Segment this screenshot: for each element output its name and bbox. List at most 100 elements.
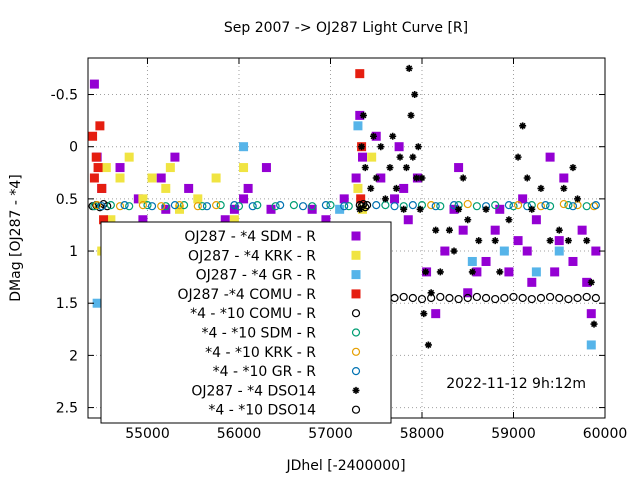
timestamp-annotation: 2022-11-12 9h:12m bbox=[446, 376, 586, 392]
data-point bbox=[229, 215, 239, 225]
data-point bbox=[545, 152, 555, 162]
data-point bbox=[184, 183, 194, 193]
data-point bbox=[550, 267, 560, 277]
data-point bbox=[536, 202, 546, 211]
data-point bbox=[531, 215, 541, 225]
data-point bbox=[505, 216, 513, 224]
y-axis-label: DMag [OJ287 - *4] bbox=[8, 174, 24, 301]
data-point bbox=[403, 215, 413, 225]
data-point bbox=[99, 215, 109, 225]
data-point bbox=[513, 236, 523, 246]
data-point bbox=[390, 293, 399, 303]
series-5 bbox=[90, 201, 591, 211]
data-point bbox=[416, 205, 424, 213]
data-point bbox=[496, 268, 504, 276]
data-point bbox=[381, 195, 389, 203]
data-point bbox=[564, 294, 573, 304]
data-point bbox=[93, 201, 102, 210]
data-point bbox=[367, 184, 375, 192]
data-point bbox=[559, 173, 569, 183]
data-point bbox=[587, 278, 595, 286]
data-point bbox=[522, 246, 532, 256]
data-point bbox=[161, 183, 171, 193]
data-point bbox=[472, 267, 482, 277]
data-point bbox=[124, 152, 134, 162]
data-point bbox=[89, 173, 99, 183]
y-tick-label: 0 bbox=[69, 140, 78, 156]
data-point bbox=[356, 194, 366, 204]
data-point bbox=[253, 201, 262, 210]
data-point bbox=[147, 202, 157, 211]
data-point bbox=[372, 174, 380, 182]
data-point bbox=[381, 201, 390, 210]
data-point bbox=[431, 309, 441, 319]
data-point bbox=[147, 173, 157, 183]
data-point bbox=[504, 201, 514, 210]
legend-box bbox=[100, 221, 392, 424]
legend-label: *4 - *10 COMU - R bbox=[190, 306, 316, 322]
data-point bbox=[97, 202, 106, 211]
legend-marker bbox=[351, 347, 361, 356]
data-point bbox=[491, 294, 500, 304]
data-point bbox=[445, 226, 453, 234]
data-point bbox=[455, 205, 463, 213]
data-point bbox=[198, 202, 207, 211]
data-point bbox=[495, 204, 505, 214]
data-point bbox=[234, 202, 244, 211]
data-point bbox=[514, 153, 522, 161]
data-point bbox=[115, 173, 125, 183]
data-point bbox=[276, 201, 285, 210]
data-point bbox=[513, 201, 523, 210]
data-point bbox=[399, 292, 408, 302]
data-point bbox=[390, 194, 400, 204]
data-point bbox=[408, 201, 417, 210]
data-point bbox=[440, 246, 450, 256]
data-point bbox=[399, 183, 409, 193]
legend-label: *4 - *10 DSO14 bbox=[208, 403, 316, 419]
data-point bbox=[239, 163, 249, 173]
data-point bbox=[353, 121, 363, 131]
x-tick-label: 60000 bbox=[583, 426, 628, 442]
data-point bbox=[351, 173, 361, 183]
axis-ticks: 55000 56000 57000 58000 59000 60000 -0.5 0 0.5 1 1… bbox=[51, 58, 628, 442]
data-point bbox=[536, 293, 546, 303]
data-point bbox=[179, 201, 189, 210]
data-point bbox=[491, 237, 499, 245]
data-point bbox=[356, 205, 364, 213]
data-point bbox=[427, 289, 435, 297]
legend-label: OJ287 - *4 KRK - R bbox=[188, 248, 316, 264]
data-point bbox=[156, 173, 166, 183]
data-point bbox=[308, 202, 317, 211]
data-point bbox=[568, 202, 578, 211]
data-point bbox=[554, 236, 564, 246]
legend-marker bbox=[351, 309, 361, 318]
data-point bbox=[431, 202, 440, 211]
data-point bbox=[590, 320, 598, 328]
data-point bbox=[481, 293, 491, 303]
data-point bbox=[541, 201, 550, 210]
data-point bbox=[216, 201, 225, 210]
data-point bbox=[396, 153, 404, 161]
data-point bbox=[95, 121, 105, 131]
data-point bbox=[454, 294, 463, 304]
data-point bbox=[531, 267, 541, 277]
x-tick-label: 59000 bbox=[491, 426, 536, 442]
data-point bbox=[101, 163, 111, 173]
data-point bbox=[321, 201, 331, 210]
legend-label: *4 - *10 GR - R bbox=[213, 364, 317, 380]
data-point bbox=[202, 202, 212, 211]
data-point bbox=[386, 164, 394, 172]
data-point bbox=[115, 202, 125, 211]
data-point bbox=[407, 111, 415, 119]
data-point bbox=[115, 163, 125, 173]
data-point bbox=[569, 164, 577, 172]
data-point bbox=[432, 226, 440, 234]
data-point bbox=[230, 201, 239, 210]
series-7 bbox=[97, 201, 600, 211]
data-point bbox=[417, 294, 427, 304]
data-point bbox=[138, 215, 148, 225]
data-point bbox=[554, 246, 564, 256]
data-point bbox=[450, 247, 458, 255]
data-point bbox=[523, 174, 531, 182]
legend-marker bbox=[351, 231, 361, 241]
